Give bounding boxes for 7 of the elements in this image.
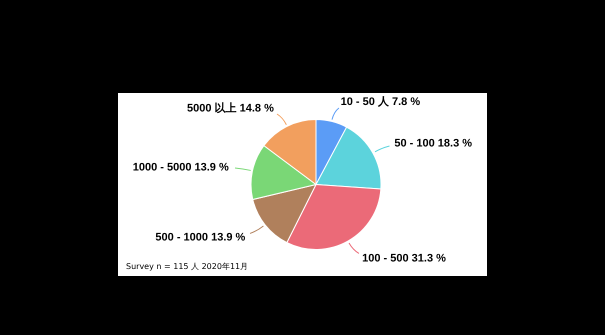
slice-label: 5000 以上 14.8 %	[187, 102, 274, 115]
slice-label: 100 - 500 31.3 %	[362, 252, 446, 264]
slice-label: 50 - 100 18.3 %	[394, 137, 472, 150]
slice-label: 1000 - 5000 13.9 %	[132, 161, 229, 174]
text: Survey n = 115 人 2020年11月	[126, 261, 248, 272]
slice-label: 10 - 50 人 7.8 %	[340, 96, 420, 108]
slice-label: 500 - 1000 13.9 %	[155, 231, 246, 244]
